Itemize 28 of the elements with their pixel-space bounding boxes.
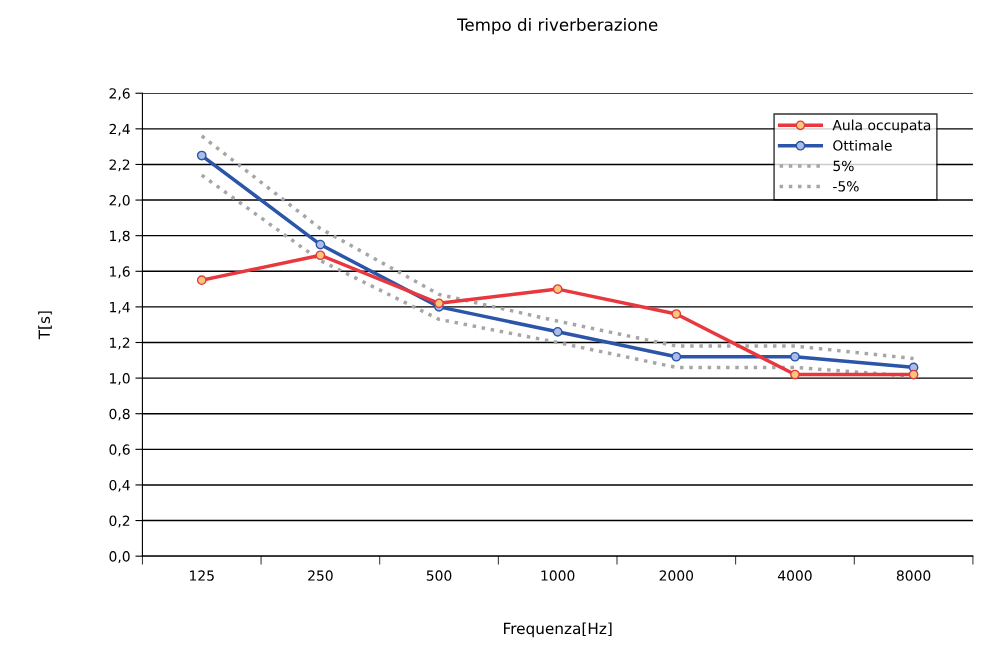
x-tick-label: 2000 bbox=[659, 570, 694, 581]
y-axis-title: T[s] bbox=[38, 311, 52, 340]
legend-label: Ottimale bbox=[833, 140, 892, 151]
x-tick-label: 125 bbox=[190, 570, 214, 581]
x-tick-label: 8000 bbox=[896, 570, 931, 581]
y-tick-label: 2,0 bbox=[109, 195, 130, 207]
y-tick-label: 0,0 bbox=[109, 551, 130, 564]
y-tick-label: 1,6 bbox=[110, 266, 130, 279]
y-tick-label: 0,4 bbox=[109, 479, 130, 492]
y-tick-label: 0,6 bbox=[109, 444, 130, 457]
x-axis-title: Frequenza[Hz] bbox=[504, 622, 612, 638]
y-tick-label: 1,0 bbox=[110, 373, 130, 385]
chart-title: Tempo di riverberazione bbox=[457, 18, 658, 35]
y-tick-label: 1,4 bbox=[110, 302, 130, 314]
x-tick-label: 4000 bbox=[777, 570, 812, 581]
y-tick-label: 1,2 bbox=[110, 337, 130, 350]
y-tick-label: 0,8 bbox=[109, 408, 130, 421]
y-tick-label: 2,2 bbox=[109, 159, 130, 172]
x-tick-label: 250 bbox=[308, 570, 333, 581]
y-tick-label: 0,2 bbox=[109, 515, 130, 528]
x-tick-label: 1000 bbox=[541, 570, 575, 581]
legend-label: -5% bbox=[833, 181, 859, 192]
x-tick-label: 500 bbox=[426, 570, 452, 581]
y-tick-label: 2,4 bbox=[109, 123, 130, 136]
legend-label: 5% bbox=[833, 160, 854, 172]
y-tick-label: 2,6 bbox=[109, 88, 130, 101]
y-tick-label: 1,8 bbox=[110, 230, 130, 243]
legend-label: Aula occupata bbox=[832, 119, 931, 134]
